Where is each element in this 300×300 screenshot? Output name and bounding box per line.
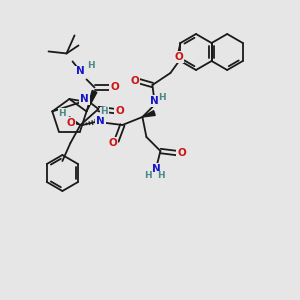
Text: N: N	[152, 164, 161, 174]
Text: O: O	[115, 106, 124, 116]
Text: H: H	[158, 172, 165, 181]
Text: O: O	[130, 76, 139, 86]
Text: N: N	[150, 96, 159, 106]
Text: H: H	[145, 170, 152, 179]
Text: O: O	[110, 82, 119, 92]
Text: O: O	[174, 52, 183, 62]
Text: N: N	[76, 66, 85, 76]
Text: H: H	[159, 92, 166, 101]
Text: H: H	[87, 61, 94, 70]
Text: N: N	[96, 116, 105, 126]
Polygon shape	[67, 117, 80, 125]
Text: O: O	[177, 148, 186, 158]
Text: O: O	[108, 138, 117, 148]
Text: H: H	[58, 109, 66, 118]
Text: H: H	[100, 107, 108, 116]
Text: O: O	[66, 118, 75, 128]
Polygon shape	[86, 91, 97, 111]
Text: N: N	[80, 94, 89, 104]
Polygon shape	[142, 111, 155, 117]
